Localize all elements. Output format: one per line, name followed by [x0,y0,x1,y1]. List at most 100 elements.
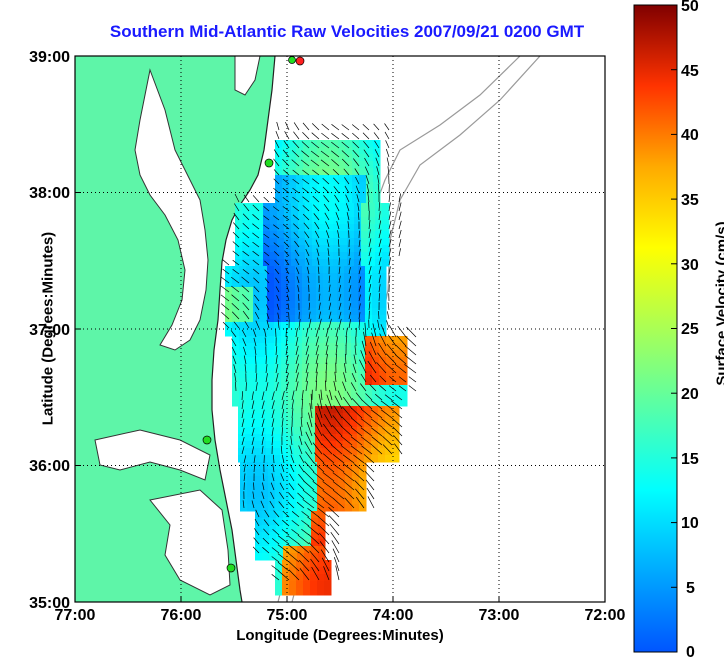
velocity-arrow [271,574,280,581]
x-tick-label: 77:00 [55,607,96,624]
velocity-cell [239,350,247,358]
velocity-cell [365,308,373,316]
velocity-cell [345,483,353,491]
velocity-arrow [388,266,391,275]
velocity-arrow [375,157,380,167]
velocity-cell [372,392,380,400]
velocity-arrow [285,268,290,275]
velocity-cell [281,392,289,400]
velocity-cell [357,406,365,414]
velocity-cell [281,329,289,337]
velocity-arrow [262,547,270,554]
velocity-cell [312,203,320,211]
velocity-cell [253,280,261,288]
velocity-cell [273,434,281,442]
velocity-cell [379,343,387,351]
velocity-cell [255,511,263,519]
velocity-cell [305,245,313,253]
velocity-arrow [385,148,390,158]
velocity-cell [309,343,317,351]
velocity-cell [345,196,353,204]
velocity-arrow [322,498,335,509]
velocity-arrow [277,535,290,545]
velocity-cell [267,371,275,379]
velocity-cell [309,301,317,309]
velocity-arrow [308,311,311,320]
velocity-cell [253,385,261,393]
velocity-cell [344,266,352,274]
velocity-arrow [321,123,330,131]
velocity-cell [232,357,240,365]
velocity-cell [253,336,261,344]
velocity-arrow [341,124,350,131]
velocity-cell [274,357,282,365]
velocity-cell [366,147,374,155]
velocity-arrow [276,303,280,311]
velocity-cell [262,553,270,561]
velocity-arrow [273,187,280,194]
velocity-cell [287,448,295,456]
velocity-cell [246,350,254,358]
velocity-arrow [295,381,299,392]
velocity-cell [375,238,383,246]
velocity-cell [345,140,353,148]
velocity-arrow [251,500,255,509]
velocity-arrow [305,380,308,392]
velocity-cell [345,497,353,505]
velocity-cell [267,364,275,372]
velocity-arrow [378,257,382,266]
velocity-cell [319,217,327,225]
velocity-arrow [369,341,377,356]
velocity-cell [232,315,240,323]
velocity-cell [358,273,366,281]
velocity-cell [326,210,334,218]
velocity-cell [316,399,324,407]
velocity-arrow [241,285,250,293]
velocity-cell [296,196,304,204]
velocity-cell [302,301,310,309]
velocity-cell [316,343,324,351]
velocity-arrow [318,311,322,320]
velocity-arrow [365,479,375,491]
velocity-arrow [323,423,333,437]
velocity-cell [283,532,291,540]
velocity-arrow [333,177,340,185]
velocity-arrow [358,276,362,284]
velocity-arrow [260,500,265,509]
velocity-cell [326,217,334,225]
velocity-cell [400,350,408,358]
velocity-cell [309,371,317,379]
velocity-arrow [275,277,280,284]
velocity-arrow [264,278,270,284]
velocity-cell [294,413,302,421]
velocity-cell [345,154,353,162]
velocity-cell [253,308,261,316]
velocity-cell [253,378,261,386]
velocity-arrow [368,256,372,266]
velocity-arrow [360,383,367,392]
velocity-cell [354,245,362,253]
velocity-cell [294,455,302,463]
velocity-cell [318,525,326,533]
velocity-cell [246,357,254,365]
velocity-cell [296,175,304,183]
velocity-arrow [273,169,280,176]
velocity-cell [253,392,261,400]
velocity-cell [280,434,288,442]
velocity-cell [305,217,313,225]
velocity-cell [289,154,297,162]
velocity-arrow [335,565,340,581]
velocity-cell [256,203,264,211]
velocity-arrow [363,140,370,149]
velocity-arrow [355,488,365,500]
velocity-arrow [328,284,331,293]
velocity-arrow [273,224,280,230]
velocity-cell [261,476,269,484]
velocity-cell [302,273,310,281]
velocity-cell [277,217,285,225]
velocity-arrow [291,408,294,419]
velocity-cell [358,343,366,351]
velocity-arrow [335,345,338,356]
velocity-arrow [320,549,330,563]
velocity-cell [288,273,296,281]
